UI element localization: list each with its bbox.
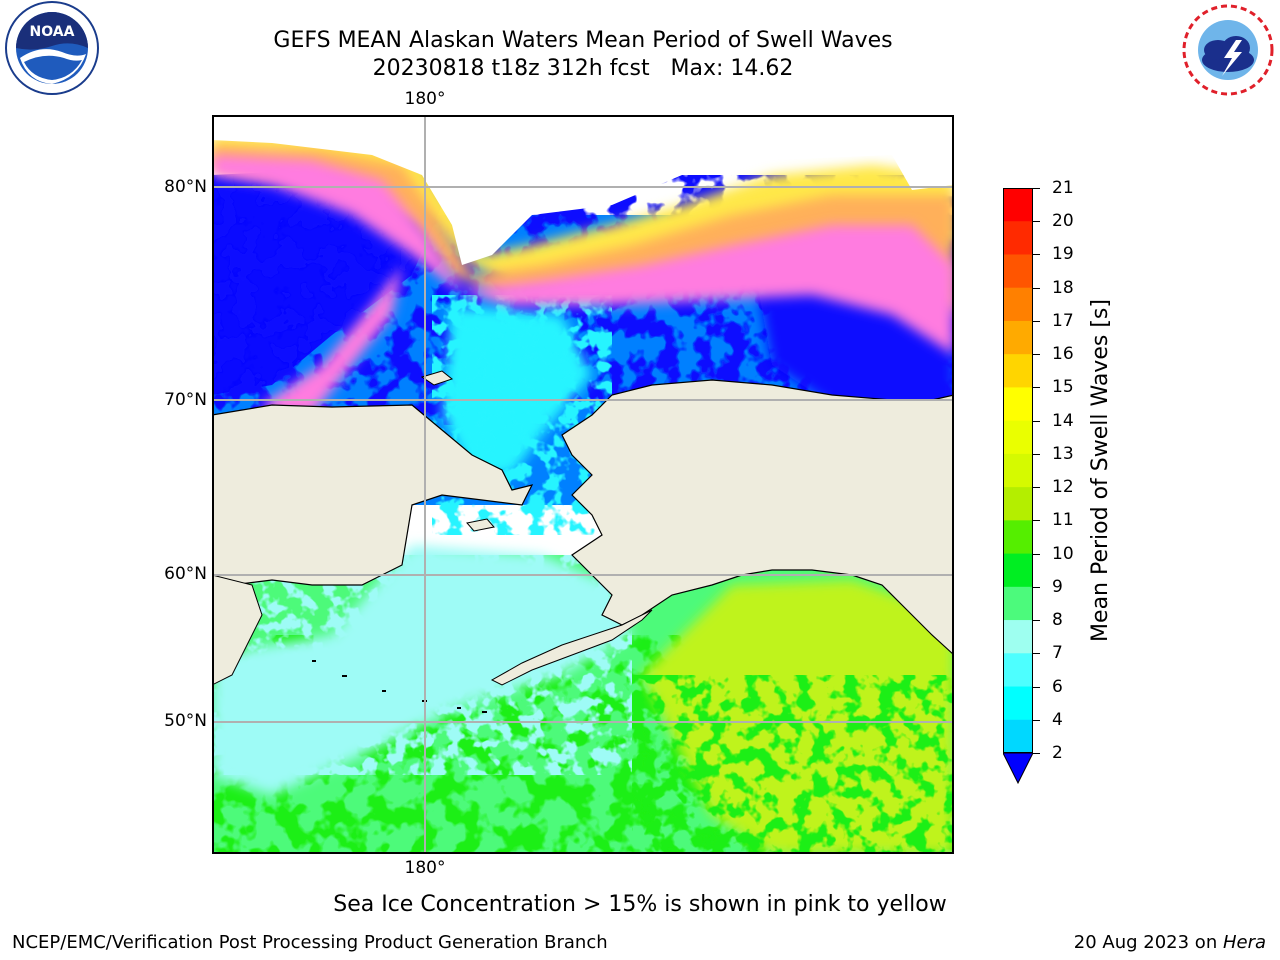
gulf-green-patches xyxy=(632,675,954,854)
colorbar-segment xyxy=(1003,188,1033,222)
colorbar-tick-label: 20 xyxy=(1052,211,1074,232)
colorbar-tick-mark xyxy=(1033,453,1040,455)
colorbar-tick-label: 13 xyxy=(1052,443,1074,464)
colorbar-tick-label: 4 xyxy=(1052,709,1063,730)
colorbar-segment xyxy=(1003,420,1033,455)
lat-label-50: 50°N xyxy=(164,711,207,731)
colorbar-tick-mark xyxy=(1033,553,1040,555)
colorbar-tick-mark xyxy=(1033,354,1040,356)
footer-machine: Hera xyxy=(1222,932,1266,953)
colorbar-tick-label: 19 xyxy=(1052,244,1074,265)
lat-label-80: 80°N xyxy=(164,177,207,197)
colorbar-tick-mark xyxy=(1033,254,1040,256)
footer-right: 20 Aug 2023 on Hera xyxy=(1074,932,1266,954)
lon-label-bottom: 180° xyxy=(404,858,446,878)
colorbar-svg xyxy=(1002,188,1034,785)
colorbar-segment xyxy=(1003,354,1033,388)
colorbar-tick-mark xyxy=(1033,653,1040,655)
land-alaska-peninsula xyxy=(490,609,653,686)
nws-logo-icon xyxy=(1176,0,1280,100)
colorbar-tick-label: 2 xyxy=(1052,743,1063,763)
bering-cyan-patches xyxy=(212,555,632,775)
land-kamchatka xyxy=(212,574,263,686)
colorbar-tick-mark xyxy=(1033,753,1040,754)
sea-ice-caption: Sea Ice Concentration > 15% is shown in … xyxy=(333,892,947,917)
colorbar-tick-label: 14 xyxy=(1052,410,1074,431)
colorbar-segment xyxy=(1003,287,1033,322)
colorbar-tick-label: 10 xyxy=(1052,543,1074,564)
colorbar-tick-label: 21 xyxy=(1052,178,1074,198)
colorbar-segment xyxy=(1003,653,1033,688)
colorbar-tick-mark xyxy=(1033,719,1040,721)
colorbar-tick-label: 16 xyxy=(1052,344,1074,365)
colorbar-segment xyxy=(1003,254,1033,289)
colorbar-tick-label: 6 xyxy=(1052,676,1063,697)
colorbar-tick-mark xyxy=(1033,287,1040,289)
colorbar-label-wrap: Mean Period of Swell Waves [s] xyxy=(1050,288,1170,653)
colorbar-tick-label: 18 xyxy=(1052,277,1074,298)
map-border xyxy=(212,115,954,854)
colorbar-segment xyxy=(1003,586,1033,621)
lat-label-70: 70°N xyxy=(164,390,207,410)
noaa-logo-text: NOAA xyxy=(30,24,75,40)
colorbar-segment xyxy=(1003,719,1033,754)
noaa-logo-icon: NOAA xyxy=(0,0,104,100)
land-siberia xyxy=(212,404,534,586)
colorbar-segment xyxy=(1003,221,1033,255)
colorbar-tick-mark xyxy=(1033,188,1040,189)
colorbar-segment xyxy=(1003,487,1033,521)
colorbar-tick-mark xyxy=(1033,387,1040,389)
colorbar-tick-label: 11 xyxy=(1052,510,1074,531)
colorbar-segment xyxy=(1003,520,1033,555)
colorbar-tick-mark xyxy=(1033,686,1040,688)
colorbar-tick-label: 12 xyxy=(1052,477,1074,498)
colorbar-tick-mark xyxy=(1033,320,1040,322)
footer-date: 20 Aug 2023 on xyxy=(1073,932,1223,953)
map-panel xyxy=(212,115,954,854)
land-wrangel-island xyxy=(420,370,454,386)
colorbar-tick-label: 9 xyxy=(1052,576,1063,597)
colorbar-tick-label: 7 xyxy=(1052,643,1063,664)
swell-period-map xyxy=(212,115,954,854)
sea-ice-pink xyxy=(212,155,954,355)
colorbar-tick-label: 17 xyxy=(1052,310,1074,331)
graticule xyxy=(212,115,954,854)
colorbar-tick-mark xyxy=(1033,487,1040,489)
colorbar-tick-label: 15 xyxy=(1052,377,1074,398)
colorbar-segment xyxy=(1003,453,1033,488)
colorbar-tick-mark xyxy=(1033,221,1040,223)
colorbar-tick-mark xyxy=(1033,520,1040,522)
colorbar-tick-mark xyxy=(1033,420,1040,422)
lon-label-top: 180° xyxy=(404,89,446,109)
colorbar-extend-arrow xyxy=(1002,752,1034,785)
colorbar-tick-mark xyxy=(1033,620,1040,622)
footer-left: NCEP/EMC/Verification Post Processing Pr… xyxy=(12,932,608,953)
colorbar-segment xyxy=(1003,387,1033,422)
nodata-top xyxy=(212,115,954,265)
colorbar xyxy=(1002,188,1034,788)
chart-title-line1: GEFS MEAN Alaskan Waters Mean Period of … xyxy=(273,28,893,53)
colorbar-label: Mean Period of Swell Waves [s] xyxy=(1088,299,1113,642)
colorbar-tick-label: 8 xyxy=(1052,610,1063,631)
colorbar-segment xyxy=(1003,686,1033,721)
colorbar-segment xyxy=(1003,620,1033,654)
colorbar-segment xyxy=(1003,320,1033,355)
lat-label-60: 60°N xyxy=(164,564,207,584)
colorbar-tick-mark xyxy=(1033,586,1040,588)
colorbar-segment xyxy=(1003,553,1033,588)
land-st-lawrence-island xyxy=(466,518,495,532)
chart-title-line2: 20230818 t18z 312h fcst Max: 14.62 xyxy=(372,56,794,81)
